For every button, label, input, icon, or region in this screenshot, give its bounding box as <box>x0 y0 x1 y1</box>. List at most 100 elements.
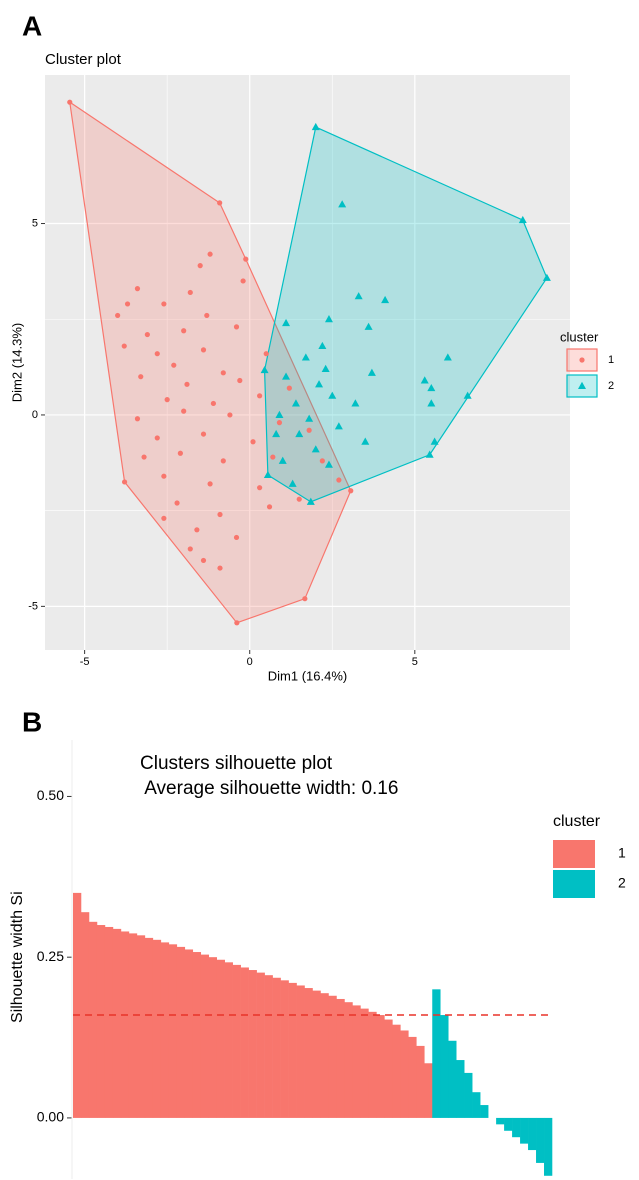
point <box>260 365 269 374</box>
bar <box>392 1024 401 1118</box>
bar <box>320 993 329 1118</box>
point <box>334 422 343 430</box>
bar <box>256 972 265 1118</box>
point <box>161 515 167 521</box>
point <box>311 122 320 131</box>
legend-key <box>553 840 595 868</box>
point <box>200 431 207 437</box>
bar <box>96 925 106 1118</box>
point <box>210 400 216 407</box>
bar <box>528 1117 537 1151</box>
point <box>278 456 287 464</box>
point <box>291 399 300 407</box>
point <box>217 200 223 206</box>
point <box>134 286 141 292</box>
bar <box>512 1117 521 1138</box>
point <box>161 473 167 479</box>
bar <box>416 1045 425 1118</box>
legend-label: 2 <box>608 380 614 392</box>
bar <box>424 1063 433 1118</box>
bar <box>432 989 441 1118</box>
bar <box>352 1005 361 1118</box>
point <box>207 251 213 257</box>
y-tick-label: 0.50 <box>37 787 64 803</box>
point <box>154 435 160 441</box>
bar <box>480 1105 489 1118</box>
point <box>367 368 376 376</box>
bar <box>304 988 313 1118</box>
legend-key <box>553 870 595 898</box>
point <box>518 215 527 224</box>
point <box>425 450 434 458</box>
bar <box>184 949 194 1118</box>
bar <box>160 942 170 1118</box>
y-tick-label: -5 <box>28 600 38 612</box>
point <box>318 341 327 350</box>
point <box>311 445 320 453</box>
bar <box>536 1117 545 1163</box>
bar <box>464 1072 473 1118</box>
x-tick-label: 0 <box>247 656 253 668</box>
panel-label: B <box>22 706 42 737</box>
bar <box>312 990 321 1118</box>
point <box>354 292 363 300</box>
point <box>161 301 167 307</box>
point <box>420 376 429 384</box>
x-axis-label: Dim1 (16.4%) <box>268 668 347 683</box>
point <box>177 450 183 456</box>
bar <box>216 959 225 1118</box>
point <box>324 460 333 468</box>
point <box>233 324 240 330</box>
point <box>282 318 291 327</box>
bar <box>496 1117 505 1125</box>
y-axis-label: Dim2 (14.3%) <box>9 323 24 402</box>
point <box>187 546 193 552</box>
y-tick-label: 5 <box>32 217 38 229</box>
point <box>319 458 325 464</box>
point <box>328 391 337 399</box>
bar <box>73 892 82 1118</box>
point <box>288 479 297 487</box>
y-axis-label: Silhouette width Si <box>9 891 26 1023</box>
point <box>324 315 333 323</box>
point <box>351 399 360 407</box>
point <box>270 454 276 460</box>
point <box>430 437 439 445</box>
plot-background <box>45 75 570 650</box>
point <box>266 504 273 510</box>
bar <box>440 1015 449 1118</box>
bar <box>280 980 289 1118</box>
bar <box>336 998 345 1118</box>
point <box>220 370 226 376</box>
point <box>197 263 203 269</box>
point <box>207 481 213 487</box>
point <box>306 427 312 433</box>
legend-title: cluster <box>560 329 599 344</box>
point <box>348 488 354 494</box>
bar <box>384 1019 393 1118</box>
point <box>315 380 324 388</box>
point <box>302 596 308 602</box>
point <box>243 256 249 262</box>
point <box>542 273 551 281</box>
point <box>336 477 342 483</box>
point <box>121 343 127 349</box>
point <box>257 485 263 491</box>
y-tick-label: 0 <box>32 409 38 421</box>
point <box>272 429 281 438</box>
point <box>463 391 472 399</box>
point <box>427 383 436 392</box>
bar <box>272 977 281 1118</box>
bar <box>472 1092 481 1118</box>
point <box>306 497 315 505</box>
point <box>124 301 131 307</box>
legend-label: 1 <box>618 845 626 861</box>
point <box>301 353 310 361</box>
bar <box>456 1060 465 1118</box>
point <box>200 557 207 564</box>
bar <box>504 1117 513 1131</box>
y-tick-label: 0.00 <box>37 1109 64 1125</box>
point <box>234 620 240 626</box>
x-tick-label: 5 <box>412 656 418 668</box>
